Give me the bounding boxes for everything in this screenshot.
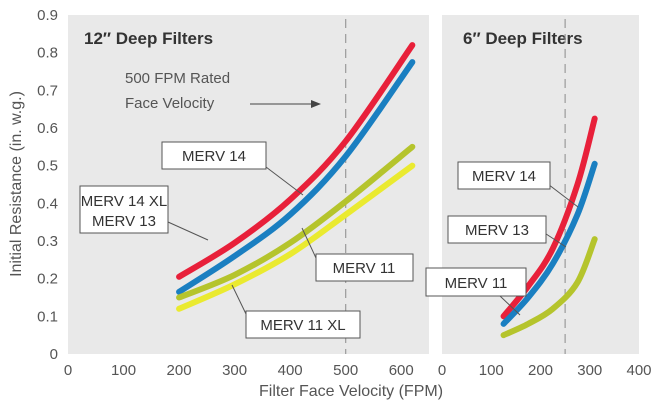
callout-12-merv11xl: MERV 11 XL <box>231 284 361 339</box>
y-tick-label-0-5: 0.5 <box>37 158 58 175</box>
y-tick-label-0-2: 0.2 <box>37 271 58 288</box>
series-line-12-merv-11-xl <box>176 162 416 312</box>
x-tick-label-12-200: 200 <box>167 362 192 379</box>
y-tick-label-0-6: 0.6 <box>37 120 58 137</box>
x-tick-label-12-500: 500 <box>333 362 358 379</box>
x-tick-label-12-300: 300 <box>222 362 247 379</box>
callout-12-merv14xl-text: MERV 14 XL <box>81 193 167 210</box>
x-tick-label-12-0: 0 <box>64 362 72 379</box>
callout-layer: MERV 14 MERV 14 XL MERV 13 MERV 11 MERV … <box>79 141 579 339</box>
series-line-12-merv-14 <box>176 42 416 280</box>
panel-12-inch-background <box>68 15 429 354</box>
panel-6-inch-title: 6″ Deep Filters <box>463 29 583 48</box>
callout-12-merv14xl-merv13: MERV 14 XL MERV 13 <box>79 185 209 241</box>
series-line-6-merv-11 <box>500 236 598 339</box>
callout-12-merv11xl-text: MERV 11 XL <box>260 317 345 334</box>
callout-12-merv14-text: MERV 14 <box>182 148 246 165</box>
callout-6-merv14-text: MERV 14 <box>472 168 536 185</box>
callout-6-merv13: MERV 13 <box>447 215 567 248</box>
series-line-12-merv-14-xl <box>176 59 416 295</box>
callout-6-merv13-text: MERV 13 <box>465 222 529 239</box>
callout-12-merv11-text: MERV 11 <box>333 260 396 277</box>
callout-12-merv14: MERV 14 <box>161 141 304 196</box>
x-tick-label-12-600: 600 <box>389 362 414 379</box>
x-tick-label-6-300: 300 <box>577 362 602 379</box>
y-tick-label-0-3: 0.3 <box>37 233 58 250</box>
x-tick-label-12-100: 100 <box>111 362 136 379</box>
x-tick-label-6-0: 0 <box>438 362 446 379</box>
axes-layer: 0 100 200 300 400 500 600 0 0.1 0.2 0.3 0.4 0.5 0.6 0.… <box>37 7 651 379</box>
x-tick-label-6-200: 200 <box>528 362 553 379</box>
callout-6-merv11-text: MERV 11 <box>445 275 508 292</box>
rated-velocity-label-line2: Face Velocity <box>125 95 215 112</box>
y-tick-label-0: 0 <box>50 346 58 363</box>
callout-12-merv13-text: MERV 13 <box>92 213 156 230</box>
y-tick-label-0-8: 0.8 <box>37 45 58 62</box>
y-tick-label-0-1: 0.1 <box>37 308 58 325</box>
series-layer <box>176 42 598 339</box>
panel-12-inch-title: 12″ Deep Filters <box>84 29 213 48</box>
rated-velocity-label-line1: 500 FPM Rated <box>125 70 230 87</box>
y-tick-label-0-4: 0.4 <box>37 195 58 212</box>
y-tick-label-0-9: 0.9 <box>37 7 58 24</box>
y-axis-label: Initial Resistance (in. w.g.) <box>8 91 25 277</box>
series-line-6-merv-13 <box>500 160 598 327</box>
y-tick-label-0-7: 0.7 <box>37 82 58 99</box>
series-line-12-merv-11 <box>176 143 416 301</box>
callout-6-merv11: MERV 11 <box>425 267 527 316</box>
x-axis-label: Filter Face Velocity (FPM) <box>259 383 443 400</box>
x-tick-label-6-100: 100 <box>479 362 504 379</box>
x-tick-label-12-400: 400 <box>278 362 303 379</box>
x-tick-label-6-400: 400 <box>626 362 651 379</box>
callout-12-merv11: MERV 11 <box>301 227 414 282</box>
callout-6-merv14: MERV 14 <box>457 161 579 208</box>
